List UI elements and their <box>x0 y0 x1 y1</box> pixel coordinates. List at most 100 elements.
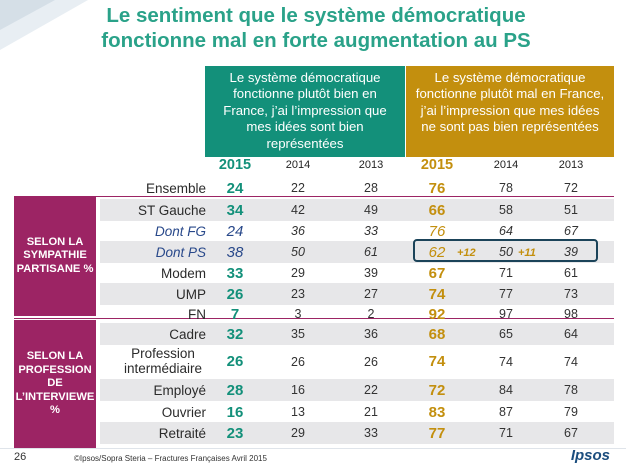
divider-profession <box>14 318 614 319</box>
table-cell: 42 <box>291 203 305 217</box>
row-label: Cadre <box>169 327 206 342</box>
corner-decoration <box>0 0 95 58</box>
year-2014-good: 2014 <box>285 159 311 171</box>
table-cell: 78 <box>564 383 578 397</box>
table-cell: 34 <box>226 202 244 219</box>
table-cell: 28 <box>364 181 378 195</box>
table-cell: 26 <box>226 286 244 303</box>
header-bad: Le système démocratique fonctionne plutô… <box>406 66 614 157</box>
row-label: Profession intermédiaire <box>123 346 203 376</box>
table-cell: 23 <box>291 287 305 301</box>
table-cell: 27 <box>364 287 378 301</box>
table-cell: 29 <box>291 426 305 440</box>
table-cell: 65 <box>499 327 513 341</box>
side-label-profession: SELON LA PROFESSION DE L’INTERVIEWE % <box>14 320 96 448</box>
table-cell: 24 <box>226 180 244 197</box>
side-label-party: SELON LA SYMPATHIE PARTISANE % <box>14 196 96 316</box>
table-cell: 62 <box>428 244 446 261</box>
footer-divider <box>0 448 626 449</box>
row-label: Retraité <box>158 426 206 441</box>
year-2014-bad: 2014 <box>493 159 519 171</box>
table-cell: 50 <box>291 245 305 259</box>
table-cell: 77 <box>499 287 513 301</box>
table-cell: 72 <box>428 382 446 399</box>
source-note: ©Ipsos/Sopra Steria – Fractures Français… <box>74 454 267 463</box>
row-label: Employé <box>153 383 206 398</box>
table-cell: 38 <box>226 244 244 261</box>
table-cell: 35 <box>291 327 305 341</box>
table-cell: 72 <box>564 181 578 195</box>
table-cell: 74 <box>428 286 446 303</box>
table-cell: 29 <box>291 266 305 280</box>
table-cell: 74 <box>499 355 513 369</box>
divider-party <box>14 196 614 197</box>
table-cell: 36 <box>291 224 305 238</box>
table-cell: 76 <box>428 180 446 197</box>
table-cell: 83 <box>428 404 446 421</box>
table-cell: 67 <box>564 224 578 238</box>
ps-highlight-box <box>413 239 598 262</box>
row-label: Dont FG <box>154 224 206 239</box>
table-cell: 67 <box>564 426 578 440</box>
table-cell: 71 <box>499 266 513 280</box>
table-cell: 92 <box>428 306 446 323</box>
table-cell: 78 <box>499 181 513 195</box>
table-cell: 33 <box>364 224 378 238</box>
table-cell: 73 <box>564 287 578 301</box>
year-2015-good: 2015 <box>218 157 252 173</box>
table-cell: 24 <box>226 223 244 240</box>
table-cell: 3 <box>294 307 302 321</box>
table-cell: 79 <box>564 405 578 419</box>
year-2013-bad: 2013 <box>558 159 584 171</box>
table-cell: 76 <box>428 223 446 240</box>
year-2015-bad: 2015 <box>420 157 454 173</box>
row-shade <box>100 422 614 444</box>
row-label: ST Gauche <box>137 203 206 218</box>
table-cell: 26 <box>291 355 305 369</box>
table-cell: 16 <box>226 404 244 421</box>
row-label: Ensemble <box>145 181 206 196</box>
page-number: 26 <box>14 451 27 463</box>
row-shade <box>100 199 614 221</box>
table-cell: 58 <box>499 203 513 217</box>
row-shade <box>100 241 614 263</box>
table-cell: 33 <box>226 265 244 282</box>
row-label: Dont PS <box>155 245 206 260</box>
table-cell: 64 <box>499 224 513 238</box>
delta-2014: +11 <box>518 247 536 259</box>
table-cell: 26 <box>226 353 244 370</box>
table-cell: 16 <box>291 383 305 397</box>
row-label: FN <box>188 307 206 322</box>
year-2013-good: 2013 <box>358 159 384 171</box>
table-cell: 39 <box>564 245 578 259</box>
row-label: Modem <box>160 266 206 281</box>
ipsos-logo: Ipsos <box>570 447 610 464</box>
table-cell: 87 <box>499 405 513 419</box>
header-good: Le système démocratique fonctionne plutô… <box>205 66 405 157</box>
table-cell: 61 <box>364 245 378 259</box>
table-cell: 22 <box>291 181 305 195</box>
table-cell: 28 <box>226 382 244 399</box>
title-line-2: fonctionne mal en forte augmentation au … <box>101 29 531 52</box>
table-cell: 74 <box>428 353 446 370</box>
table-cell: 13 <box>291 405 305 419</box>
title-line-1: Le sentiment que le système démocratique <box>106 4 526 27</box>
delta-2015: +12 <box>457 247 476 259</box>
table-cell: 51 <box>564 203 578 217</box>
table-cell: 67 <box>428 265 446 282</box>
row-shade <box>100 379 614 401</box>
table-cell: 61 <box>564 266 578 280</box>
table-cell: 68 <box>428 326 446 343</box>
table-cell: 66 <box>428 202 446 219</box>
table-cell: 50 <box>499 245 513 259</box>
table-cell: 32 <box>226 326 244 343</box>
row-shade <box>100 283 614 305</box>
page-title: Le sentiment que le système démocratique… <box>86 3 546 53</box>
table-cell: 97 <box>499 307 513 321</box>
table-cell: 7 <box>230 306 240 323</box>
table-cell: 22 <box>364 383 378 397</box>
row-label: Ouvrier <box>161 405 206 420</box>
table-cell: 23 <box>226 425 244 442</box>
table-cell: 71 <box>499 426 513 440</box>
row-shade <box>100 323 614 345</box>
